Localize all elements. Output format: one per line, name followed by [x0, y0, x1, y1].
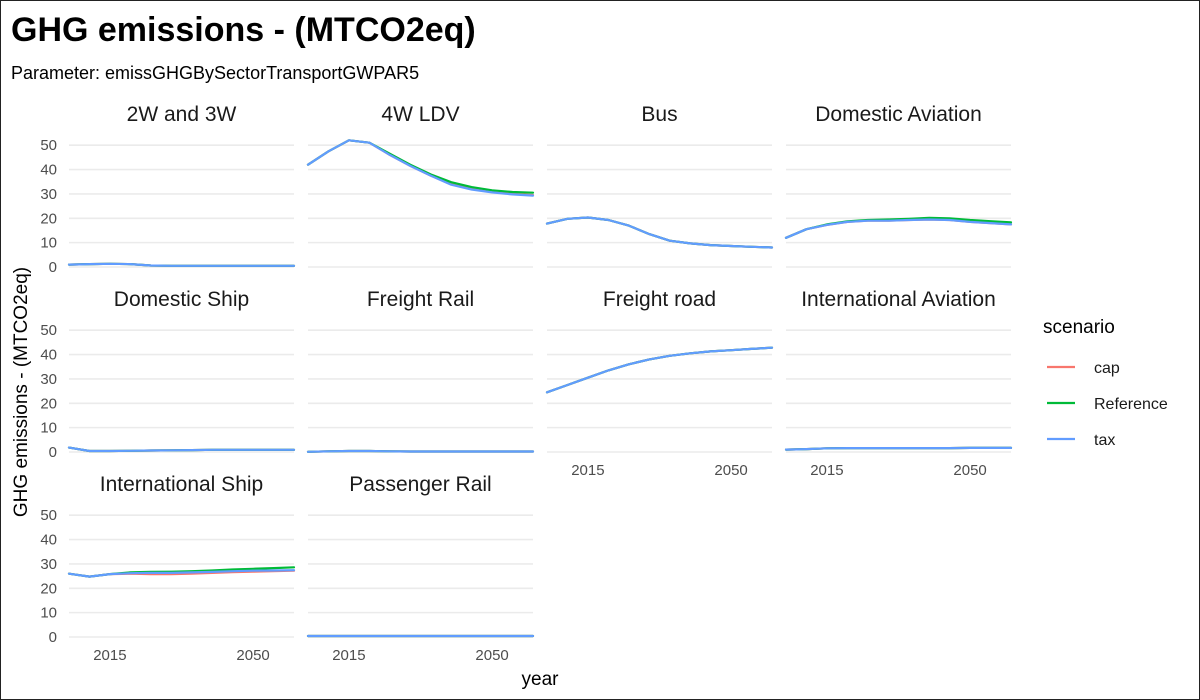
series-line-tax [67, 262, 296, 267]
panel-2w-and-3w: 2W and 3W 0 10 20 30 40 50 [40, 103, 296, 276]
y-tick-label: 40 [40, 162, 57, 179]
series-line-tax [306, 449, 535, 453]
series-line-tax [67, 446, 296, 453]
panel-strip-label: International Ship [100, 473, 263, 496]
legend-items: cap Reference tax [1047, 360, 1168, 449]
series-line-tax [545, 346, 774, 394]
panel-passenger-rail: Passenger Rail 2015 2050 [306, 473, 535, 664]
y-tick-label: 10 [40, 235, 57, 252]
legend-item-cap: cap [1047, 360, 1120, 377]
y-tick-label: 50 [40, 507, 57, 524]
panel-freight-rail: Freight Rail [306, 288, 535, 453]
legend-label: Reference [1094, 396, 1168, 413]
x-tick-label: 2015 [810, 462, 843, 479]
legend-title: scenario [1043, 317, 1115, 338]
panel-strip-label: Domestic Aviation [815, 103, 982, 126]
y-tick-label: 40 [40, 347, 57, 364]
legend-item-tax: tax [1047, 432, 1115, 449]
panel-strip-label: International Aviation [801, 288, 996, 311]
x-tick-label: 2050 [953, 462, 986, 479]
y-tick-label: 20 [40, 210, 57, 227]
y-tick-label: 50 [40, 322, 57, 339]
x-tick-label: 2015 [93, 647, 126, 664]
panel-domestic-ship: Domestic Ship 0 10 20 30 40 50 [40, 288, 296, 461]
panel-strip-label: Domestic Ship [114, 288, 249, 311]
y-tick-label: 10 [40, 605, 57, 622]
legend-label: cap [1094, 360, 1120, 377]
panel-international-aviation: International Aviation 2015 2050 [784, 288, 1013, 479]
series-line-tax [306, 139, 535, 197]
x-tick-label: 2015 [571, 462, 604, 479]
panel-strip-label: Freight Rail [367, 288, 474, 311]
panel-strip-label: 4W LDV [381, 103, 459, 126]
x-tick-label: 2050 [714, 462, 747, 479]
y-tick-label: 30 [40, 186, 57, 203]
panel-strip-label: Freight road [603, 288, 716, 311]
panel-freight-road: Freight road 2015 2050 [545, 288, 774, 479]
y-tick-label: 30 [40, 371, 57, 388]
series-line-tax [784, 218, 1013, 239]
panel-international-ship: International Ship 0 10 20 30 40 50 2015 2050 [40, 473, 296, 664]
y-tick-label: 20 [40, 395, 57, 412]
legend-label: tax [1094, 432, 1115, 449]
panel-domestic-aviation: Domestic Aviation [784, 103, 1013, 268]
y-tick-label: 0 [49, 259, 57, 276]
y-tick-label: 40 [40, 532, 57, 549]
chart-subtitle: Parameter: emissGHGBySectorTransportGWPA… [11, 63, 419, 83]
y-tick-label: 0 [49, 444, 57, 461]
panel-strip-label: Passenger Rail [349, 473, 491, 496]
x-tick-label: 2015 [332, 647, 365, 664]
panel-4w-ldv: 4W LDV [306, 103, 535, 268]
facet-panels: 2W and 3W 0 10 20 30 40 50 4W LDV Bus Domestic Av… [40, 103, 1013, 664]
y-tick-label: 10 [40, 420, 57, 437]
series-line-tax [545, 216, 774, 249]
chart-title: GHG emissions - (MTCO2eq) [11, 11, 476, 49]
legend: scenario cap Reference tax [1043, 317, 1168, 449]
panel-strip-label: Bus [641, 103, 677, 126]
panel-bus: Bus [545, 103, 774, 268]
series-line-tax [67, 569, 296, 578]
panel-strip-label: 2W and 3W [127, 103, 237, 126]
y-tick-label: 50 [40, 137, 57, 154]
x-axis-title: year [522, 669, 560, 690]
series-line-tax [784, 446, 1013, 451]
series-line-cap [306, 139, 535, 197]
y-tick-label: 30 [40, 556, 57, 573]
x-tick-label: 2050 [236, 647, 269, 664]
y-tick-label: 20 [40, 580, 57, 597]
legend-item-reference: Reference [1047, 396, 1168, 413]
y-tick-label: 0 [49, 629, 57, 646]
x-tick-label: 2050 [475, 647, 508, 664]
y-axis-title: GHG emissions - (MTCO2eq) [11, 267, 32, 517]
series-line-reference [306, 139, 535, 194]
